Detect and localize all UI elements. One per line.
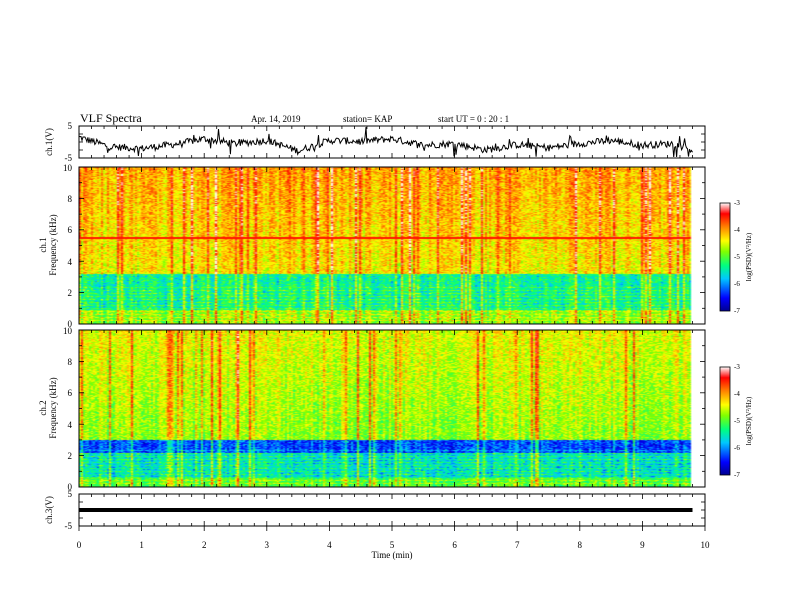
xtick-2: 2: [202, 540, 207, 550]
xtick-1: 1: [139, 540, 144, 550]
ch2-cb-tick-6: -6: [734, 444, 740, 452]
ch1-spec-ytick-6: 6: [68, 225, 73, 235]
start-time-label: start UT = 0 : 20 : 1: [438, 114, 509, 124]
ch2-spec-ytick-6: 6: [68, 388, 73, 398]
ch1-spectrogram-yticks: 10 8 6 4 2 0: [63, 163, 73, 329]
ch1-spec-ytick-0: 0: [68, 319, 73, 329]
ch2-cb-tick-7: -7: [734, 471, 740, 479]
ch1-spectrogram-image: [79, 167, 705, 324]
ch1-spectrogram-panel: 10 8 6 4 2 0 ch.1 Frequency (kHz): [38, 163, 706, 329]
ch1-spec-channel-label: ch.1: [38, 237, 48, 252]
ch1-cb-tick-6: -6: [734, 280, 740, 288]
ch3-ytick-bottom: -5: [65, 521, 73, 531]
figure-title: VLF Spectra: [80, 111, 142, 125]
date-label: Apr. 14, 2019: [251, 114, 301, 124]
ch2-spec-ytick-10: 10: [63, 326, 73, 336]
ch2-spec-ytick-2: 2: [68, 451, 73, 461]
ch2-colorbar-label: log(PSD)(V²/Hz): [745, 396, 753, 445]
ch2-cb-tick-5: -5: [734, 417, 740, 425]
xtick-6: 6: [452, 540, 457, 550]
ch1-spec-ytick-8: 8: [68, 194, 73, 204]
axis-tick-marks: [78, 125, 706, 531]
x-axis-label: Time (min): [372, 550, 413, 560]
ch1-ytick-bottom: -5: [65, 153, 73, 163]
ch3-waveform-panel: 5 -5 ch.3(V): [44, 489, 706, 531]
ch2-spectrogram-yticks: 10 8 6 4 2 0: [63, 326, 73, 492]
ch1-ylabel: ch.1(V): [44, 128, 54, 156]
ch1-spec-ytick-4: 4: [68, 257, 73, 267]
xtick-4: 4: [327, 540, 332, 550]
ch3-ytick-top: 5: [68, 489, 73, 499]
xtick-3: 3: [265, 540, 270, 550]
ch1-spec-ytick-10: 10: [63, 163, 73, 173]
ch1-spec-ytick-2: 2: [68, 288, 73, 298]
ch1-colorbar-gradient: [719, 202, 731, 312]
ch2-spec-ytick-4: 4: [68, 420, 73, 430]
x-axis-ticklabels: 0 1 2 3 4 5 6 7 8 9 10: [77, 540, 710, 550]
ch1-cb-tick-7: -7: [734, 307, 740, 315]
xtick-10: 10: [701, 540, 711, 550]
xtick-0: 0: [77, 540, 82, 550]
ch1-waveform-line: [78, 126, 693, 158]
ch3-ylabel: ch.3(V): [44, 496, 54, 524]
ch1-spec-ylabel: Frequency (kHz): [48, 214, 58, 275]
ch1-colorbar: -3 -4 -5 -6 -7 log(PSD)(V²/Hz): [719, 199, 753, 315]
ch2-cb-tick-4: -4: [734, 390, 740, 398]
xtick-8: 8: [578, 540, 583, 550]
ch2-colorbar-gradient: [719, 366, 731, 476]
xtick-5: 5: [390, 540, 395, 550]
xtick-9: 9: [640, 540, 645, 550]
ch2-cb-tick-3: -3: [734, 363, 740, 371]
ch1-cb-tick-5: -5: [734, 253, 740, 261]
ch1-cb-tick-3: -3: [734, 199, 740, 207]
ch2-spectrogram-image: [79, 330, 705, 487]
ch2-colorbar: -3 -4 -5 -6 -7 log(PSD)(V²/Hz): [719, 363, 753, 479]
ch2-spectrogram-panel: 10 8 6 4 2 0 ch.2 Frequency (kHz): [38, 326, 706, 492]
ch1-cb-tick-4: -4: [734, 226, 740, 234]
ch1-waveform-panel: 5 -5 ch.1(V): [44, 121, 706, 163]
ch1-ytick-top: 5: [68, 121, 73, 131]
station-label: station= KAP: [343, 114, 392, 124]
ch2-spec-ylabel: Frequency (kHz): [48, 377, 58, 438]
ch2-spec-ytick-0: 0: [68, 482, 73, 492]
ch1-colorbar-label: log(PSD)(V²/Hz): [745, 232, 753, 281]
ch2-spec-channel-label: ch.2: [38, 400, 48, 415]
ch2-spec-ytick-8: 8: [68, 357, 73, 367]
xtick-7: 7: [515, 540, 520, 550]
